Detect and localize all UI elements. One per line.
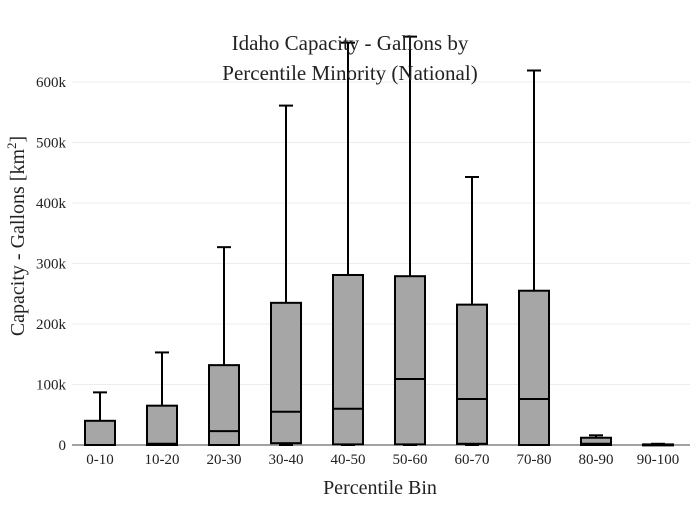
iqr-box	[208, 364, 240, 447]
x-tick-label: 30-40	[269, 452, 304, 468]
x-tick-label: 0-10	[86, 452, 114, 468]
x-tick-label: 40-50	[331, 452, 366, 468]
x-tick-label: 50-60	[393, 452, 428, 468]
x-tick-label: 10-20	[145, 452, 180, 468]
box-60-70	[456, 175, 488, 446]
y-tick-label: 400k	[36, 196, 67, 212]
x-axis-title: Percentile Bin	[323, 477, 437, 499]
box-20-30	[208, 246, 240, 447]
iqr-box	[270, 301, 302, 445]
x-tick-label: 70-80	[517, 452, 552, 468]
iqr-box	[456, 303, 488, 445]
y-tick-label: 300k	[36, 257, 67, 273]
y-tick-label: 0	[59, 438, 67, 454]
iqr-box	[580, 436, 612, 446]
x-tick-label: 90-100	[637, 452, 680, 468]
y-axis-title: Capacity - Gallons [km2]	[4, 136, 29, 336]
y-tick-label: 100k	[36, 378, 67, 394]
y-tick-label: 600k	[36, 75, 67, 91]
box-70-80	[518, 69, 550, 446]
chart-title-line-2: Percentile Minority (National)	[222, 61, 477, 85]
y-tick-label: 200k	[36, 317, 67, 333]
box-10-20	[146, 351, 178, 446]
iqr-box	[332, 273, 364, 446]
y-axis-ticks: 0 100k 200k 300k 400k 500k 600k	[36, 75, 67, 454]
x-axis-ticks: 0-10 10-20 20-30 30-40 40-50 50-60 60-70 70-80 8…	[86, 452, 679, 468]
x-tick-label: 60-70	[455, 452, 490, 468]
x-tick-label: 80-90	[579, 452, 614, 468]
box-90-100	[642, 442, 674, 447]
iqr-box	[146, 404, 178, 446]
y-axis-title-superscript: 2	[4, 142, 19, 149]
x-tick-label: 20-30	[207, 452, 242, 468]
box-40-50	[332, 41, 364, 446]
y-axis-title-close: ]	[7, 136, 29, 143]
y-axis-title-main: Capacity - Gallons [km	[7, 149, 29, 337]
box-50-60	[394, 35, 426, 446]
y-tick-label: 500k	[36, 136, 67, 152]
box-0-10	[84, 391, 116, 446]
iqr-box	[518, 289, 550, 446]
box-30-40	[270, 104, 302, 446]
boxes	[84, 35, 674, 447]
gridlines	[72, 81, 690, 446]
iqr-box	[394, 275, 426, 446]
chart-title-line-1: Idaho Capacity - Gallons by	[232, 31, 469, 55]
box-80-90	[580, 434, 612, 446]
iqr-box	[84, 419, 116, 446]
